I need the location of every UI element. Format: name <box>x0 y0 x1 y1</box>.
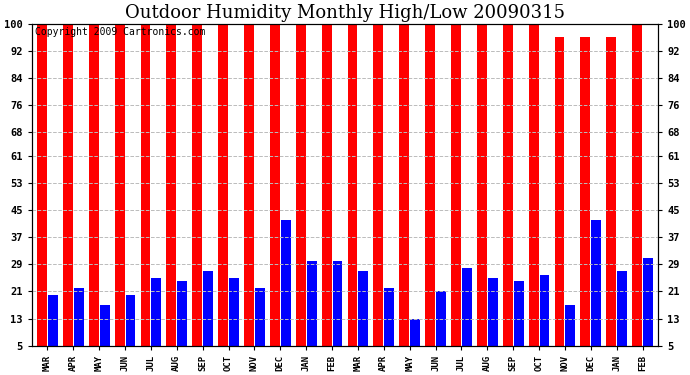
Bar <box>565 305 575 346</box>
Bar <box>358 271 368 346</box>
Bar <box>193 24 202 346</box>
Bar <box>100 305 110 346</box>
Bar <box>348 24 357 346</box>
Title: Outdoor Humidity Monthly High/Low 20090315: Outdoor Humidity Monthly High/Low 200903… <box>125 4 565 22</box>
Text: Copyright 2009 Cartronics.com: Copyright 2009 Cartronics.com <box>35 27 206 37</box>
Bar <box>204 271 213 346</box>
Bar <box>436 291 446 346</box>
Bar <box>540 274 549 346</box>
Bar <box>529 24 538 346</box>
Bar <box>281 220 290 346</box>
Bar <box>607 37 616 346</box>
Bar <box>643 258 653 346</box>
Bar <box>166 24 177 346</box>
Bar <box>74 288 83 346</box>
Bar <box>373 24 383 346</box>
Bar <box>488 278 497 346</box>
Bar <box>632 24 642 346</box>
Bar <box>115 24 125 346</box>
Bar <box>580 37 590 346</box>
Bar <box>555 37 564 346</box>
Bar <box>384 288 394 346</box>
Bar <box>451 24 461 346</box>
Bar <box>513 281 524 346</box>
Bar <box>591 220 601 346</box>
Bar <box>425 24 435 346</box>
Bar <box>89 24 99 346</box>
Bar <box>270 24 280 346</box>
Bar <box>296 24 306 346</box>
Bar <box>244 24 254 346</box>
Bar <box>462 268 472 346</box>
Bar <box>141 24 150 346</box>
Bar <box>177 281 187 346</box>
Bar <box>152 278 161 346</box>
Bar <box>503 24 513 346</box>
Bar <box>322 24 332 346</box>
Bar <box>63 24 73 346</box>
Bar <box>48 295 58 346</box>
Bar <box>307 261 317 346</box>
Bar <box>229 278 239 346</box>
Bar <box>617 271 627 346</box>
Bar <box>400 24 409 346</box>
Bar <box>37 24 47 346</box>
Bar <box>126 295 135 346</box>
Bar <box>218 24 228 346</box>
Bar <box>255 288 265 346</box>
Bar <box>477 24 486 346</box>
Bar <box>333 261 342 346</box>
Bar <box>410 319 420 346</box>
